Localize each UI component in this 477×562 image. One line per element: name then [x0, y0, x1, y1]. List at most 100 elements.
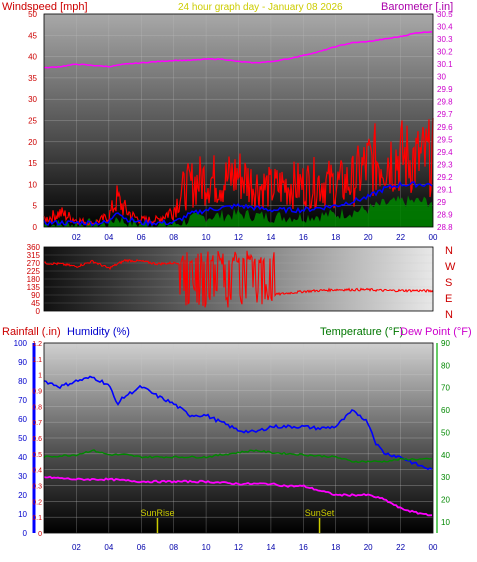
barometer-line	[43, 31, 432, 69]
chart-title: 24 hour graph day - January 08 2026	[178, 2, 343, 13]
temp-x-tick-label: 22	[396, 543, 405, 552]
direction-tick-label: 225	[27, 267, 41, 276]
humidity-tick-label: 40	[18, 453, 27, 462]
wind-x-tick-label: 00	[429, 233, 438, 242]
wind-x-tick-label: 16	[299, 233, 308, 242]
wind-x-tick-label: 06	[137, 233, 146, 242]
baro-tick-label: 29.7	[437, 110, 453, 119]
wind-tick-label: 10	[28, 180, 37, 189]
direction-plot-area	[44, 247, 433, 311]
wind-x-tick-label: 10	[202, 233, 211, 242]
wind-tick-label: 45	[28, 31, 37, 40]
baro-tick-label: 29.1	[437, 185, 453, 194]
wind-axis-label: Windspeed [mph]	[2, 1, 88, 13]
wind-tick-label: 25	[28, 117, 37, 126]
sunset-label: SunSet	[305, 508, 335, 518]
wind-plot-border	[43, 13, 434, 228]
direction-tick-label: 315	[27, 251, 41, 260]
rain-tick-label: 0.7	[32, 420, 42, 427]
wind-x-tick-label: 04	[104, 233, 113, 242]
baro-tick-label: 28.9	[437, 210, 453, 219]
compass-w: W	[445, 261, 456, 273]
dew-axis-label: Dew Point (°F)	[400, 326, 472, 338]
temp-tick-label: 10	[441, 518, 450, 527]
baro-tick-label: 30.1	[437, 60, 453, 69]
direction-tick-label: 45	[31, 299, 40, 308]
temp-tick-label: 30	[441, 473, 450, 482]
rain-tick-label: 0	[38, 531, 42, 538]
temperature-line	[43, 449, 433, 464]
temp-x-tick-label: 06	[137, 543, 146, 552]
rain-tick-label: 0.2	[32, 499, 42, 506]
wind-tick-label: 0	[33, 223, 38, 232]
wind-tick-label: 40	[28, 53, 37, 62]
temp-plot-border	[43, 342, 434, 534]
wind-x-tick-label: 18	[331, 233, 340, 242]
rain-tick-label: 0.1	[32, 515, 42, 522]
humidity-tick-label: 30	[18, 472, 27, 481]
baro-tick-label: 29.9	[437, 85, 453, 94]
wind-x-tick-label: 12	[234, 233, 243, 242]
rain-tick-label: 1.1	[32, 357, 42, 364]
temp-axis-label: Temperature (°F)	[320, 326, 403, 338]
temp-tick-label: 70	[441, 384, 450, 393]
rain-tick-label: 0.8	[32, 404, 42, 411]
compass-e: E	[445, 293, 452, 305]
baro-axis-label: Barometer [.in]	[381, 1, 453, 13]
baro-tick-label: 29.4	[437, 148, 453, 157]
baro-tick-label: 30	[437, 73, 446, 82]
temp-x-tick-label: 00	[429, 543, 438, 552]
baro-tick-label: 30.5	[437, 10, 453, 19]
rain-tick-label: 0.5	[32, 452, 42, 459]
rain-tick-label: 0.4	[32, 468, 42, 475]
wind-x-tick-label: 14	[266, 233, 275, 242]
wind-tick-label: 50	[28, 10, 37, 19]
wind-average-line	[43, 181, 433, 227]
humidity-tick-label: 90	[18, 358, 27, 367]
rain-tick-label: 0.6	[32, 436, 42, 443]
humidity-tick-label: 60	[18, 415, 27, 424]
baro-tick-label: 29.8	[437, 98, 453, 107]
compass-n-bottom: N	[445, 309, 453, 321]
rain-tick-label: 0.3	[32, 484, 42, 491]
baro-tick-label: 29.5	[437, 135, 453, 144]
baro-tick-label: 30.3	[437, 35, 453, 44]
baro-tick-label: 29.3	[437, 160, 453, 169]
direction-tick-label: 90	[31, 291, 40, 300]
baro-tick-label: 28.8	[437, 223, 453, 232]
humidity-line	[43, 375, 433, 471]
gust-low-area	[44, 195, 433, 227]
wind-x-tick-label: 08	[169, 233, 178, 242]
baro-tick-label: 29	[437, 198, 446, 207]
direction-tick-label: 360	[27, 243, 41, 252]
direction-tick-label: 135	[27, 283, 41, 292]
temp-tick-label: 60	[441, 406, 450, 415]
temp-x-tick-label: 16	[299, 543, 308, 552]
humidity-axis-label: Humidity (%)	[67, 326, 130, 338]
baro-tick-label: 29.2	[437, 173, 453, 182]
humidity-tick-label: 70	[18, 396, 27, 405]
compass-n-top: N	[445, 245, 453, 257]
temp-x-tick-label: 12	[234, 543, 243, 552]
temp-tick-label: 20	[441, 495, 450, 504]
wind-tick-label: 20	[28, 138, 37, 147]
rain-tick-label: 1.2	[32, 341, 42, 348]
baro-tick-label: 30.4	[437, 23, 453, 32]
temp-x-tick-label: 08	[169, 543, 178, 552]
direction-tick-label: 0	[36, 307, 41, 316]
rain-axis-label: Rainfall (.in)	[2, 326, 61, 338]
temp-tick-label: 80	[441, 361, 450, 370]
baro-tick-label: 30.2	[437, 48, 453, 57]
temp-x-tick-label: 04	[104, 543, 113, 552]
wind-x-tick-label: 20	[364, 233, 373, 242]
temp-x-tick-label: 18	[331, 543, 340, 552]
wind-x-tick-label: 22	[396, 233, 405, 242]
wind-tick-label: 5	[33, 202, 38, 211]
humidity-tick-label: 20	[18, 491, 27, 500]
wind-tick-label: 15	[28, 159, 37, 168]
direction-plot-border	[43, 246, 434, 312]
humidity-tick-label: 50	[18, 434, 27, 443]
direction-tick-label: 270	[27, 259, 41, 268]
direction-tick-label: 180	[27, 275, 41, 284]
wind-tick-label: 30	[28, 95, 37, 104]
